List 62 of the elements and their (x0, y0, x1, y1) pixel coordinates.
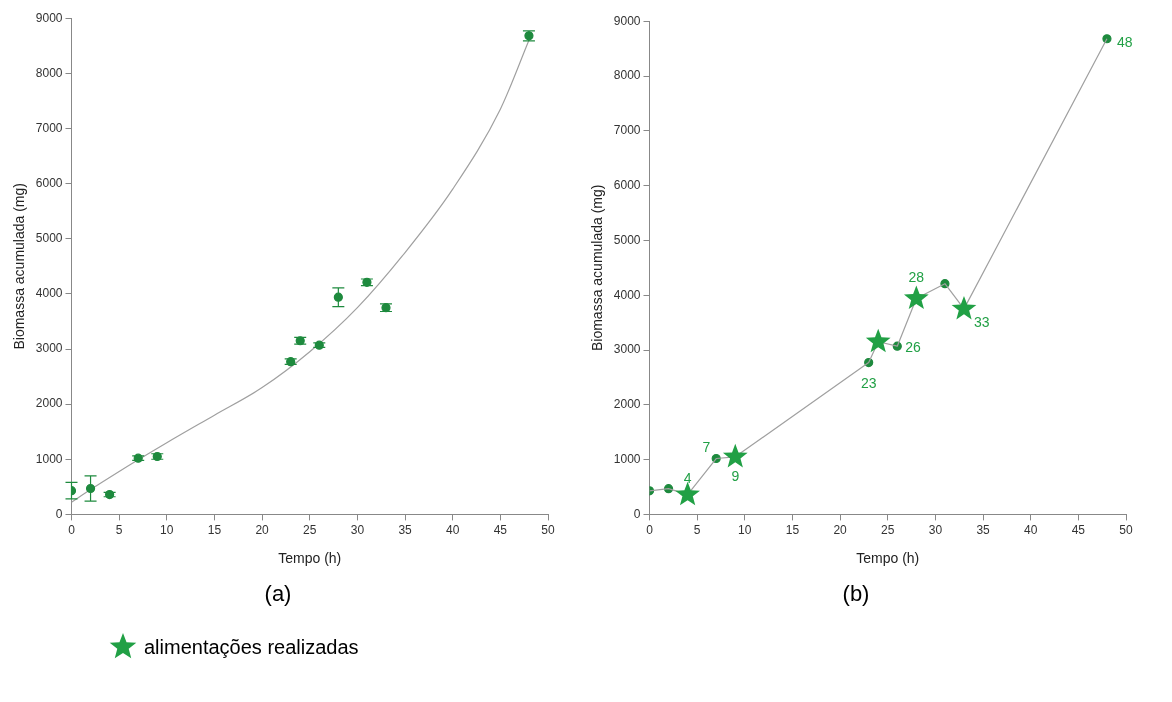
x-tick-label: 5 (693, 522, 701, 537)
point (675, 481, 700, 506)
x-tick-label: 20 (833, 522, 848, 537)
annotation: 9 (731, 467, 740, 484)
y-tick-label: 3000 (613, 342, 641, 357)
x-tick-label: 0 (646, 522, 654, 537)
legend-label: alimentações realizadas (144, 635, 359, 659)
annotation: 23 (860, 375, 877, 392)
y-tick-label: 8000 (613, 68, 641, 83)
x-tick-label: 5 (115, 522, 123, 537)
y-tick-label: 0 (55, 506, 63, 521)
x-tick-label: 35 (976, 522, 991, 537)
x-tick-label: 45 (1071, 522, 1086, 537)
y-tick-label: 1000 (613, 451, 641, 466)
y-tick-label: 8000 (35, 65, 63, 80)
x-axis-title: Tempo (h) (278, 550, 342, 567)
x-tick-label: 0 (68, 522, 76, 537)
y-tick-label: 9000 (35, 10, 63, 25)
annotation: 33 (973, 313, 990, 330)
x-tick-label: 40 (446, 522, 460, 537)
x-tick-label: 40 (1024, 522, 1038, 537)
x-tick-label: 25 (881, 522, 895, 537)
x-tick-label: 15 (207, 522, 222, 537)
x-tick-label: 10 (160, 522, 174, 537)
x-tick-label: 50 (541, 522, 555, 537)
point (903, 285, 929, 310)
y-tick-label: 3000 (35, 341, 63, 356)
annotation: 28 (908, 269, 925, 286)
y-tick-label: 1000 (35, 451, 63, 466)
y-tick-label: 2000 (35, 396, 63, 411)
point (85, 483, 96, 494)
y-tick-label: 6000 (613, 177, 641, 192)
y-tick-label: 5000 (613, 232, 641, 247)
x-axis-title: Tempo (h) (856, 550, 920, 567)
y-tick-label: 7000 (35, 120, 63, 135)
x-tick-label: 25 (303, 522, 317, 537)
text: (b) (842, 580, 870, 606)
point (865, 328, 891, 353)
annotation: 48 (1116, 33, 1133, 50)
y-tick-label: 9000 (613, 13, 641, 28)
annotation: 26 (905, 339, 922, 356)
point (722, 443, 748, 468)
text: (a) (264, 580, 292, 606)
y-tick-label: 6000 (35, 175, 63, 190)
y-tick-label: 7000 (613, 123, 641, 138)
annotation: 7 (702, 439, 711, 456)
x-tick-label: 45 (493, 522, 508, 537)
x-tick-label: 35 (398, 522, 413, 537)
y-axis-title: Biomassa acumulada (mg) (589, 184, 606, 352)
annotation: 4 (683, 469, 692, 486)
y-tick-label: 2000 (613, 397, 641, 412)
y-tick-label: 4000 (613, 287, 641, 302)
y-tick-label: 4000 (35, 286, 63, 301)
y-tick-label: 5000 (35, 231, 63, 246)
x-tick-label: 20 (255, 522, 270, 537)
y-axis-title: Biomassa acumulada (mg) (11, 183, 28, 350)
x-tick-label: 15 (785, 522, 800, 537)
x-tick-label: 10 (738, 522, 752, 537)
y-tick-label: 0 (633, 506, 641, 521)
x-tick-label: 30 (350, 522, 365, 537)
x-tick-label: 50 (1119, 522, 1133, 537)
x-tick-label: 30 (928, 522, 943, 537)
